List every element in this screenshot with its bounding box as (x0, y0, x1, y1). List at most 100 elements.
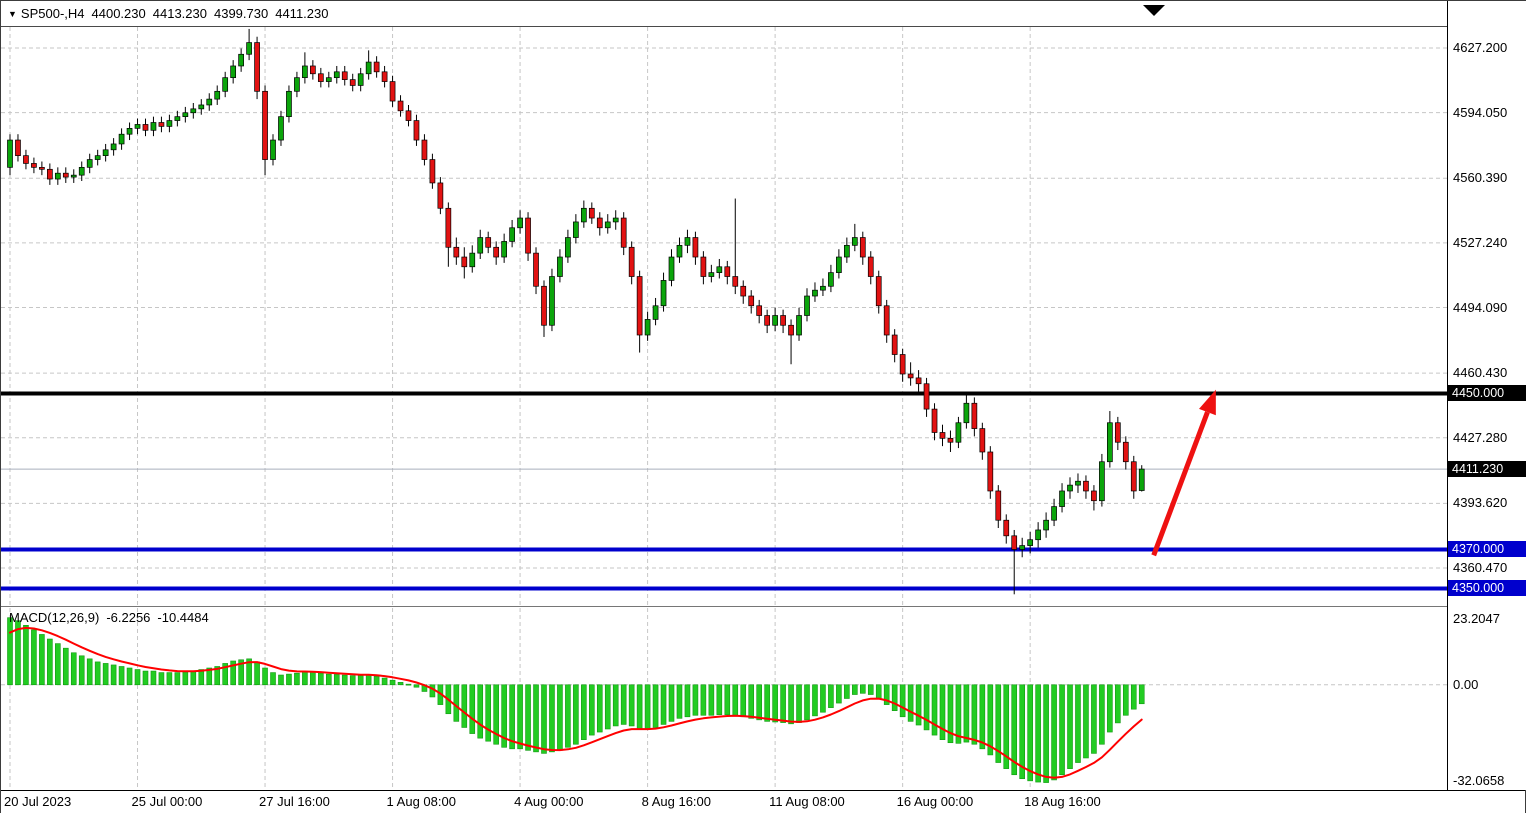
macd-histogram-bar (947, 684, 954, 744)
price-axis[interactable]: 4627.200 4594.050 4560.390 4527.240 4494.090… (1447, 1, 1526, 790)
time-label: 8 Aug 16:00 (641, 794, 711, 809)
candle-down (923, 383, 930, 410)
macd-histogram-bar (461, 684, 468, 728)
candle-up (676, 244, 683, 258)
candle-down (349, 79, 356, 86)
macd-histogram-bar (190, 670, 197, 686)
macd-histogram-bar (748, 684, 755, 719)
candle-down (429, 159, 436, 184)
macd-histogram-bar (397, 682, 404, 686)
macd-histogram-bar (158, 672, 165, 686)
macd-histogram-bar (453, 684, 460, 722)
candle-down (15, 139, 21, 156)
candle-up (1027, 539, 1034, 546)
candle-down (947, 437, 954, 443)
macd-histogram-bar (668, 684, 675, 722)
symbol-timeframe: SP500-,H4 (20, 6, 85, 21)
macd-histogram-bar (1091, 684, 1097, 754)
candle-up (477, 237, 484, 254)
macd-histogram-bar (1099, 684, 1105, 745)
candle-up (812, 289, 818, 297)
macd-histogram-bar (836, 684, 842, 704)
candle-down (891, 334, 898, 355)
candle-down (541, 285, 547, 326)
candle-down (724, 266, 731, 277)
candle-up (549, 276, 555, 326)
candle-up (1099, 461, 1105, 502)
time-axis[interactable]: 20 Jul 2023 25 Jul 00:00 27 Jul 16:00 1 Aug… (1, 791, 1525, 813)
symbol-marker-icon: ▼ (8, 9, 17, 19)
macd-histogram-bar (102, 663, 109, 686)
price-label: 4627.200 (1453, 40, 1508, 56)
macd-histogram-bar (1075, 684, 1081, 763)
macd-histogram-bar (541, 684, 547, 754)
macd-histogram-bar (23, 624, 29, 686)
macd-histogram-bar (1138, 684, 1145, 705)
macd-histogram-bar (230, 660, 236, 686)
price-tag-4411.230: 4411.230 (1448, 460, 1526, 477)
macd-histogram-bar (62, 647, 69, 686)
macd-histogram-bar (732, 684, 739, 716)
macd-histogram-bar (931, 684, 938, 736)
candle-down (254, 42, 260, 92)
trend-arrow-line[interactable] (1151, 411, 1210, 557)
macd-histogram-bar (525, 684, 531, 751)
macd-histogram-bar (708, 684, 715, 716)
macd-histogram-bar (700, 684, 707, 716)
macd-histogram-bar (604, 684, 611, 730)
macd-axis-label: 23.2047 (1453, 611, 1500, 626)
macd-histogram-bar (549, 684, 555, 753)
candle-down (381, 71, 388, 82)
candle-up (134, 124, 141, 129)
macd-histogram-bar (684, 684, 691, 718)
candle-down (142, 124, 149, 131)
candle-up (333, 71, 340, 79)
candle-up (509, 227, 515, 242)
time-label: 1 Aug 08:00 (386, 794, 456, 809)
macd-indicator-pane[interactable] (1, 607, 1447, 790)
candle-up (206, 98, 213, 106)
macd-histogram-bar (1067, 684, 1073, 769)
pane-splitter[interactable] (1, 606, 1447, 607)
candle-up (270, 139, 276, 160)
trend-arrow-head[interactable] (1199, 389, 1216, 416)
macd-histogram-bar (222, 663, 228, 686)
chart-top-border (1, 26, 1525, 27)
candle-down (1083, 480, 1089, 492)
candle-up (246, 42, 252, 55)
macd-histogram-bar (294, 672, 300, 686)
chart-shift-marker[interactable] (1143, 5, 1165, 16)
macd-histogram-bar (198, 669, 205, 686)
candle-down (596, 217, 603, 229)
candle-up (652, 305, 659, 320)
macd-histogram-bar (804, 684, 810, 721)
candle-down (421, 139, 428, 160)
candle-up (325, 77, 332, 82)
candle-down (867, 256, 874, 277)
macd-histogram-bar (1115, 684, 1121, 724)
macd-histogram-bar (899, 684, 906, 718)
candle-up (684, 237, 691, 246)
candle-up (612, 217, 619, 223)
candle-down (437, 182, 444, 209)
candle-down (859, 237, 866, 258)
candle-up (302, 65, 308, 79)
candle-down (636, 276, 643, 336)
macd-histogram-bar (278, 674, 284, 686)
macd-histogram-bar (1130, 684, 1137, 710)
candle-up (1107, 422, 1113, 463)
macd-histogram-bar (70, 652, 77, 686)
candle-up (1059, 490, 1065, 507)
candle-down (764, 315, 771, 326)
candle-down (620, 217, 627, 248)
macd-histogram-bar (987, 684, 994, 756)
macd-histogram-bar (238, 659, 244, 686)
main-price-chart[interactable] (1, 1, 1447, 607)
candle-down (485, 237, 492, 248)
macd-histogram-bar (7, 617, 13, 686)
candle-up (365, 61, 372, 75)
macd-histogram-bar (692, 684, 699, 716)
candle-up (278, 116, 284, 141)
candle-down (883, 305, 890, 336)
